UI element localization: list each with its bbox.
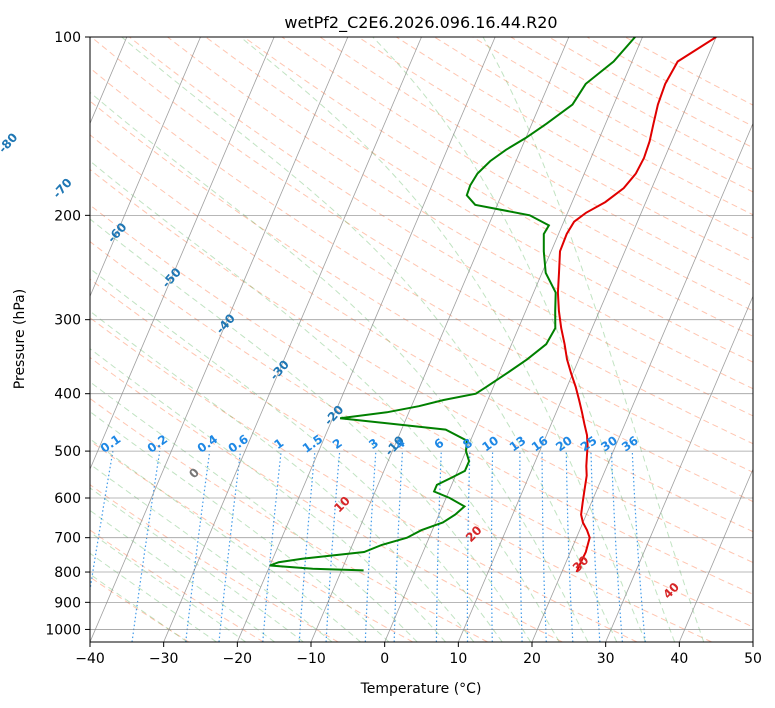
isotherm-line: [678, 468, 753, 642]
mixing-ratio-line: [90, 450, 114, 594]
moist-adiabat: [90, 531, 246, 642]
mixing-ratio-line: [185, 451, 211, 642]
dry-adiabat: [129, 37, 753, 417]
x-tick-label: −40: [75, 651, 105, 667]
isotherm-line: [236, 37, 496, 642]
x-tick-label: −20: [223, 651, 253, 667]
dry-adiabat: [90, 241, 753, 628]
moist-adiabat: [90, 411, 390, 642]
dry-adiabat: [243, 37, 753, 337]
y-tick-label: 700: [54, 531, 81, 547]
chart-title: wetPf2_C2E6.2026.096.16.44.R20: [284, 13, 557, 33]
profile-lines: [269, 37, 717, 573]
x-tick-label: 40: [670, 651, 688, 667]
isotherm-line: [90, 37, 201, 298]
moist-adiabat: [121, 37, 618, 642]
isotherm-label: -80: [0, 130, 20, 155]
y-tick-label: 500: [54, 444, 81, 460]
dewpoint-profile-line: [269, 37, 636, 572]
dry-adiabat: [90, 100, 753, 503]
moist-adiabat: [90, 267, 503, 642]
isotherm-line: [90, 37, 349, 642]
dry-adiabat: [90, 529, 264, 642]
moist-adiabat: [90, 381, 418, 642]
isotherm-label: -70: [50, 175, 75, 200]
background-lines: [90, 37, 753, 642]
y-tick-label: 900: [54, 595, 81, 611]
mixing-ratio-line: [298, 451, 316, 642]
dry-adiabat: [90, 168, 753, 564]
moist-adiabat: [90, 509, 275, 642]
dry-adiabat: [90, 134, 753, 533]
moist-adiabat: [90, 310, 475, 642]
x-tick-label: −10: [296, 651, 326, 667]
plot-background: [90, 37, 753, 642]
x-tick-label: 0: [380, 651, 389, 667]
moist-adiabat: [90, 463, 333, 642]
isotherm-line: [384, 37, 643, 642]
moist-adiabat: [90, 573, 188, 642]
grid-lines: [90, 37, 753, 642]
y-tick-label: 300: [54, 313, 81, 329]
y-tick-label: 100: [54, 30, 81, 46]
x-tick-label: 30: [597, 651, 615, 667]
x-axis-label: Temperature (°C): [360, 681, 482, 697]
dry-adiabat: [90, 356, 563, 642]
y-tick-label: 800: [54, 565, 81, 581]
x-tick-label: 10: [449, 651, 467, 667]
moist-adiabat: [90, 552, 217, 642]
isotherm-line: [163, 37, 422, 642]
y-tick-label: 1000: [45, 622, 81, 638]
isotherm-line: [605, 295, 753, 642]
x-tick-label: 20: [523, 651, 541, 667]
temperature-profile-line: [556, 37, 717, 573]
dry-adiabat: [281, 37, 753, 312]
isotherm-line: [90, 37, 275, 471]
plot-frame: [89, 36, 754, 643]
dry-adiabat: [90, 278, 712, 642]
mixing-ratio-line: [218, 451, 242, 642]
dry-adiabat: [90, 317, 638, 642]
y-tick-label: 200: [54, 208, 81, 224]
moist-adiabat: [240, 37, 647, 642]
y-axis-label: Pressure (hPa): [12, 289, 28, 389]
dry-adiabat: [90, 37, 753, 445]
mixing-ratio-line: [631, 451, 646, 642]
isotherm-line: [531, 122, 753, 642]
dry-adiabat: [90, 484, 339, 642]
isotherm-line: [752, 640, 753, 642]
moist-adiabat: [482, 37, 705, 642]
mixing-ratio-line: [262, 451, 282, 642]
moist-adiabat: [90, 487, 304, 642]
y-axis-ticks: 100 200 300 400 500 600 700 800 900 1000: [45, 30, 90, 638]
dry-adiabat: [90, 397, 488, 642]
isotherm-line: [457, 37, 717, 642]
dry-adiabat: [90, 204, 753, 595]
x-axis-ticks: −40 −30 −20 −10 0 10 20 30 40 50: [75, 642, 762, 667]
moist-adiabat: [372, 37, 676, 642]
y-tick-label: 400: [54, 387, 81, 403]
x-tick-label: 50: [744, 651, 762, 667]
x-tick-label: −30: [149, 651, 179, 667]
y-tick-label: 600: [54, 491, 81, 507]
